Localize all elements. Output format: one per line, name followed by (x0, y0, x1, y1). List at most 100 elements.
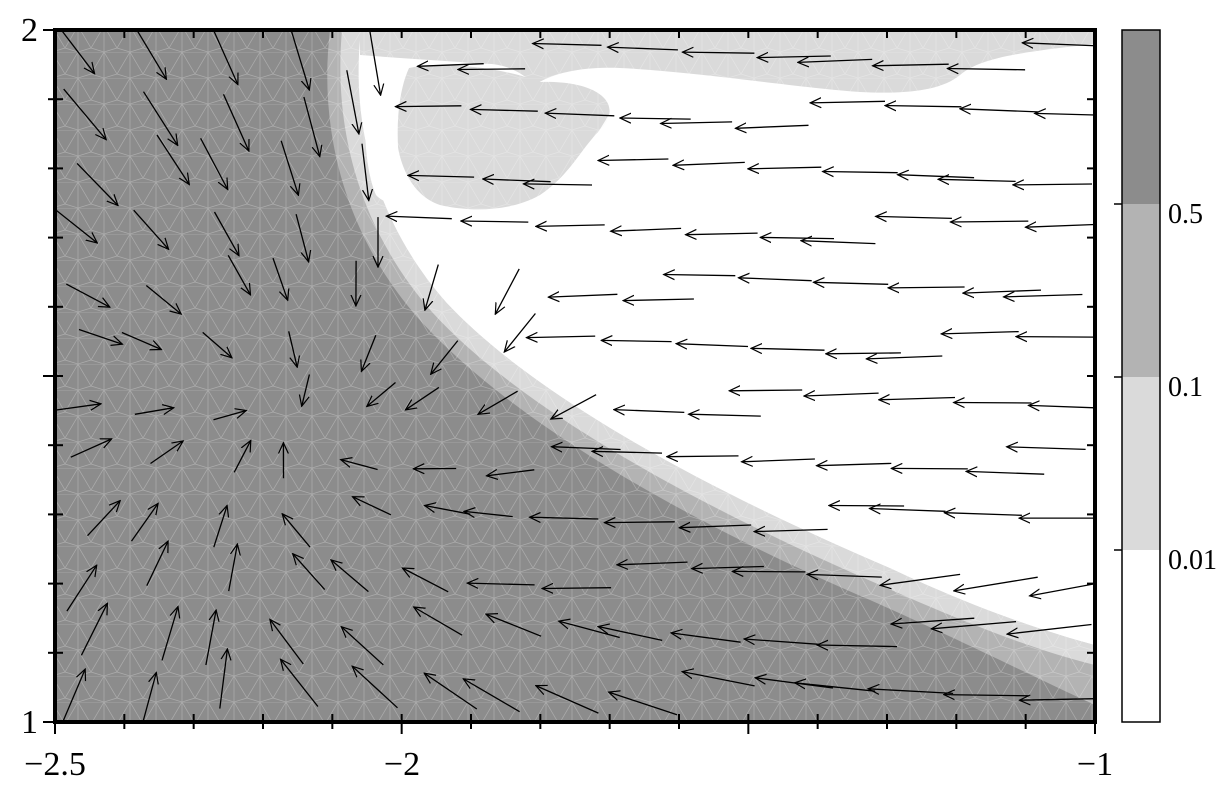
velocity-arrow (133, 209, 169, 249)
velocity-arrow (807, 574, 882, 577)
velocity-arrow (461, 221, 529, 222)
velocity-arrow (868, 689, 954, 694)
velocity-arrow (303, 96, 320, 157)
velocity-arrow (136, 30, 167, 79)
velocity-arrow (295, 214, 309, 262)
velocity-arrow (931, 620, 1017, 629)
velocity-arrow (941, 332, 1019, 334)
velocity-arrow (938, 179, 1016, 181)
velocity-arrow (598, 159, 669, 161)
velocity-arrow (134, 408, 174, 415)
velocity-arrow (270, 619, 304, 665)
velocity-arrow (219, 649, 228, 709)
velocity-arrow (608, 47, 678, 50)
velocity-arrow (944, 513, 1022, 516)
velocity-arrow (673, 162, 745, 165)
velocity-arrow (601, 340, 672, 341)
velocity-arrow (227, 254, 250, 295)
velocity-arrow (873, 64, 949, 66)
velocity-arrow (200, 137, 228, 189)
velocity-arrow (341, 627, 384, 666)
velocity-arrow (523, 184, 593, 185)
velocity-arrow (361, 143, 369, 201)
velocity-arrow (527, 336, 596, 338)
velocity-arrow (729, 390, 803, 391)
velocity-arrow (280, 140, 298, 195)
velocity-arrow (692, 567, 764, 569)
velocity-arrow (55, 208, 98, 243)
velocity-arrow (954, 576, 1038, 591)
velocity-arrows (55, 30, 1095, 722)
velocity-arrow (1035, 113, 1095, 115)
x-tick-label: −1 (1077, 746, 1113, 783)
velocity-arrow (667, 456, 739, 457)
velocity-arrow (386, 216, 452, 219)
velocity-arrow (467, 583, 535, 585)
velocity-arrow (891, 617, 975, 624)
velocity-arrow (754, 529, 828, 531)
velocity-arrow (536, 686, 599, 714)
velocity-arrow (664, 275, 736, 276)
velocity-arrow (944, 695, 1029, 696)
velocity-arrow (213, 211, 240, 256)
velocity-arrow (156, 134, 189, 185)
velocity-arrow (542, 588, 612, 589)
velocity-arrow (817, 463, 892, 465)
velocity-arrow (486, 614, 542, 637)
colorbar-band-high (1122, 30, 1160, 204)
y-tick-label: 2 (21, 12, 38, 49)
velocity-arrow (272, 257, 288, 300)
velocity-arrow (686, 233, 758, 235)
velocity-arrow (748, 167, 822, 169)
velocity-arrow (396, 106, 462, 107)
velocity-arrow (353, 497, 392, 516)
velocity-arrow (161, 607, 178, 661)
velocity-arrow (823, 172, 898, 173)
velocity-arrow (424, 673, 478, 710)
velocity-arrow (470, 109, 538, 111)
velocity-arrow (1019, 699, 1095, 701)
velocity-arrow (63, 88, 106, 140)
velocity-arrow (817, 645, 898, 647)
velocity-arrow (282, 514, 311, 548)
velocity-arrow (757, 56, 831, 58)
velocity-arrow (545, 113, 615, 116)
velocity-arrow (829, 506, 905, 507)
velocity-arrow (464, 511, 513, 516)
velocity-arrow (551, 394, 597, 419)
colorbar-label: 0.01 (1168, 545, 1217, 576)
velocity-arrow (495, 268, 520, 314)
velocity-arrow (142, 91, 178, 146)
velocity-arrow (592, 451, 663, 453)
velocity-arrow (609, 692, 678, 716)
contour-field (55, 30, 1095, 722)
velocity-arrow (146, 541, 168, 586)
velocity-arrow (281, 659, 319, 707)
velocity-arrow (671, 633, 741, 643)
velocity-arrow (288, 331, 298, 367)
velocity-arrow (891, 468, 968, 469)
velocity-arrow (530, 517, 599, 519)
velocity-arrow (487, 470, 535, 476)
velocity-arrow (1025, 224, 1095, 227)
velocity-arrow (130, 503, 159, 542)
velocity-arrow (963, 290, 1042, 293)
velocity-arrow (408, 175, 475, 177)
colorbar-label: 0.5 (1168, 199, 1203, 230)
velocity-arrow (121, 331, 161, 350)
velocity-arrow (346, 70, 359, 134)
velocity-arrow (213, 506, 227, 548)
velocity-arrow (866, 356, 943, 359)
velocity-arrow (367, 382, 396, 407)
velocity-arrow (548, 294, 618, 297)
velocity-arrow (611, 228, 682, 231)
velocity-arrow (145, 284, 181, 315)
velocity-arrow (559, 621, 620, 639)
x-tick-label: −2.5 (24, 746, 86, 783)
velocity-arrow (813, 282, 889, 284)
velocity-arrow (598, 627, 663, 642)
velocity-arrow (293, 554, 326, 591)
velocity-arrow (213, 411, 247, 421)
velocity-arrow (804, 393, 879, 396)
